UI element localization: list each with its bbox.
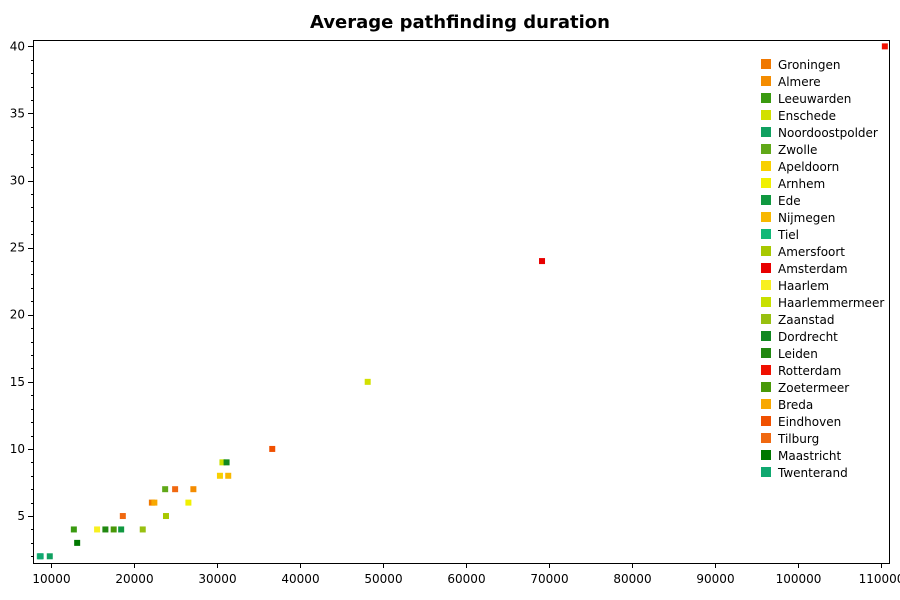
y-tick-label: 5 [17,509,25,523]
x-tick-label: 60000 [447,572,485,586]
y-tick-label: 30 [10,174,25,188]
legend-label: Ede [778,194,801,208]
legend-label: Tilburg [777,432,819,446]
x-axis: 10000 20000 30000 40000 50000 60000 70000 80000… [32,563,900,586]
x-tick-label: 90000 [696,572,734,586]
data-point [162,486,169,493]
data-point [102,526,109,533]
data-point [110,526,117,533]
legend-swatch [761,229,771,239]
data-point [881,43,888,50]
x-tick-label: 70000 [530,572,568,586]
legend-label: Zwolle [778,143,817,157]
legend-swatch [761,195,771,205]
x-tick-label: 80000 [613,572,651,586]
legend-swatch [761,110,771,120]
legend-label: Enschede [778,109,836,123]
legend-label: Zaanstad [778,313,834,327]
legend-swatch [761,382,771,392]
data-point [74,539,81,546]
data-point [185,499,192,506]
data-point [139,526,146,533]
legend-label: Leeuwarden [778,92,851,106]
legend-label: Groningen [778,58,840,72]
data-point [219,459,226,466]
legend-label: Nijmegen [778,211,835,225]
data-point [118,526,125,533]
legend: Groningen Almere Leeuwarden Enschede Noordoo… [761,58,884,480]
data-point [216,472,223,479]
legend-swatch [761,280,771,290]
x-tick-label: 100000 [776,572,822,586]
data-point [151,499,158,506]
data-point [162,513,169,520]
data-point [223,459,230,466]
x-tick-label: 40000 [281,572,319,586]
legend-swatch [761,348,771,358]
y-tick-label: 40 [10,39,25,53]
legend-swatch [761,467,771,477]
legend-swatch [761,212,771,222]
legend-label: Apeldoorn [778,160,839,174]
legend-swatch [761,144,771,154]
data-point [70,526,77,533]
legend-label: Noordoostpolder [778,126,878,140]
legend-swatch [761,127,771,137]
legend-label: Haarlemmermeer [778,296,884,310]
legend-swatch [761,297,771,307]
legend-label: Amsterdam [778,262,848,276]
data-points [36,43,888,560]
legend-label: Haarlem [778,279,829,293]
legend-swatch [761,59,771,69]
legend-swatch [761,365,771,375]
legend-swatch [761,93,771,103]
legend-swatch [761,399,771,409]
data-point [190,486,197,493]
legend-label: Rotterdam [778,364,841,378]
data-point [94,526,101,533]
data-point [539,258,546,265]
y-tick-label: 20 [10,308,25,322]
x-tick-label: 30000 [198,572,236,586]
y-axis: 5 10 15 20 25 30 35 40 [10,39,34,557]
legend-label: Maastricht [778,449,841,463]
data-point [46,553,53,560]
y-tick-label: 25 [10,241,25,255]
legend-label: Tiel [777,228,799,242]
legend-label: Arnhem [778,177,825,191]
legend-swatch [761,331,771,341]
chart-title: Average pathfinding duration [310,12,610,33]
legend-swatch [761,76,771,86]
legend-swatch [761,161,771,171]
x-tick-label: 10000 [32,572,70,586]
y-tick-label: 10 [10,442,25,456]
x-tick-label: 110000 [859,572,900,586]
legend-label: Twenterand [777,466,848,480]
legend-swatch [761,178,771,188]
legend-label: Almere [778,75,821,89]
legend-swatch [761,314,771,324]
legend-label: Zoetermeer [778,381,849,395]
data-point [364,378,371,385]
legend-label: Dordrecht [778,330,838,344]
legend-label: Amersfoort [778,245,845,259]
legend-swatch [761,246,771,256]
legend-label: Breda [778,398,813,412]
x-tick-label: 20000 [115,572,153,586]
data-point [119,513,126,520]
legend-swatch [761,263,771,273]
data-point [172,486,179,493]
y-tick-label: 35 [10,106,25,120]
y-tick-label: 15 [10,375,25,389]
data-point [37,553,44,560]
legend-label: Eindhoven [778,415,841,429]
x-tick-label: 50000 [364,572,402,586]
data-point [225,472,232,479]
legend-swatch [761,416,771,426]
legend-label: Leiden [778,347,818,361]
legend-swatch [761,450,771,460]
legend-swatch [761,433,771,443]
data-point [269,445,276,452]
